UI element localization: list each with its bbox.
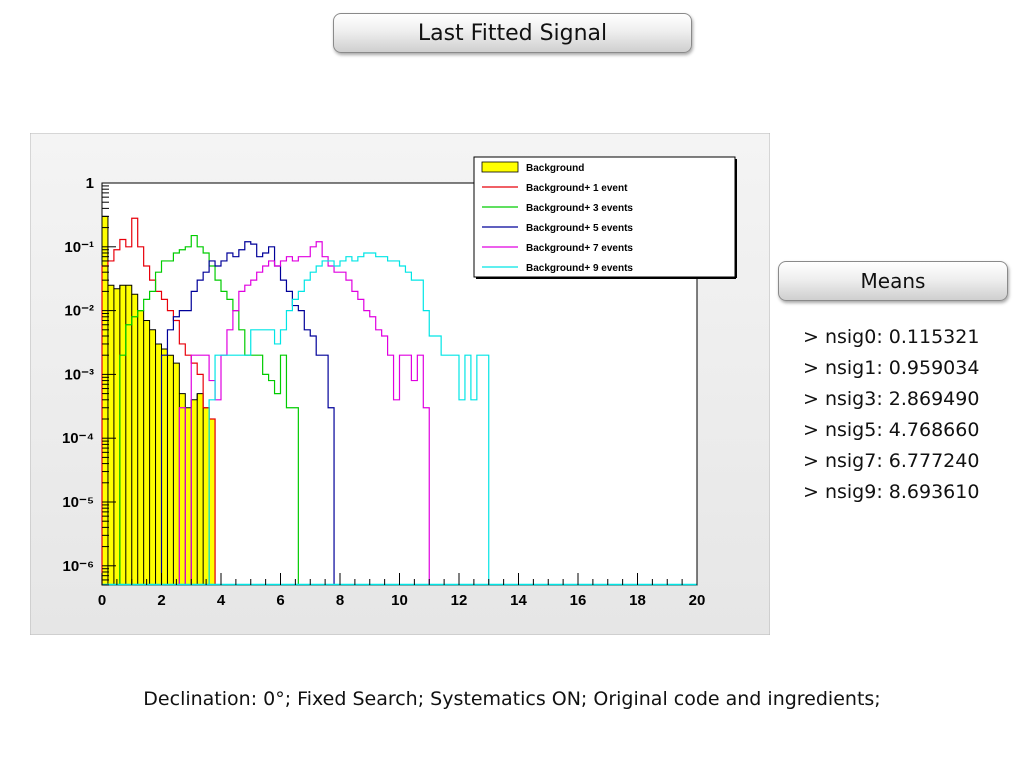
means-title: Means [778, 261, 1008, 301]
axes-group: 0 2 4 6 8 10 12 14 16 18 20 1 10⁻¹ 10⁻² 10⁻³ 10⁻⁴ 10⁻⁵ 10… [62, 175, 705, 609]
x-tick-label: 2 [157, 592, 165, 609]
y-tick-label: 10⁻⁶ [62, 558, 94, 575]
legend-label: Background+ 9 events [526, 263, 633, 274]
legend-label: Background+ 1 event [526, 183, 628, 194]
x-tick-label: 4 [217, 592, 226, 609]
bar-bin [161, 349, 168, 585]
mean-nsig5: > nsig5: 4.768660 [803, 419, 980, 441]
x-tick-label: 12 [451, 592, 468, 609]
bar-bin [167, 355, 174, 585]
y-tick-label: 1 [86, 175, 94, 192]
series-0 [101, 215, 216, 586]
x-tick-label: 6 [276, 592, 284, 609]
y-tick-label: 10⁻⁵ [62, 494, 94, 511]
y-tick-label: 10⁻³ [64, 366, 94, 383]
bar-bin [107, 285, 114, 585]
bar-bin [137, 310, 144, 585]
bar-bin [143, 320, 150, 585]
legend-label: Background+ 5 events [526, 223, 633, 234]
mean-nsig7: > nsig7: 6.777240 [803, 450, 980, 472]
y-tick-label: 10⁻⁴ [62, 430, 94, 447]
bar-bin [191, 399, 198, 585]
x-tick-label: 8 [336, 592, 344, 609]
x-tick-label: 20 [689, 592, 706, 609]
histogram-svg: 0 2 4 6 8 10 12 14 16 18 20 1 10⁻¹ 10⁻² 10⁻³ 10⁻⁴ 10⁻⁵ 10… [29, 132, 771, 636]
legend: Background Background+ 1 event Background+… [473, 156, 737, 279]
mean-nsig0: > nsig0: 0.115321 [803, 326, 980, 348]
legend-box [473, 156, 736, 278]
bar-bin [197, 393, 204, 585]
x-tick-label: 0 [98, 592, 106, 609]
series-3 [160, 241, 335, 585]
means-list: > nsig0: 0.115321 > nsig1: 0.959034 > ns… [803, 322, 1018, 508]
bar-bin [149, 329, 156, 585]
series-line [160, 241, 335, 585]
mean-nsig3: > nsig3: 2.869490 [803, 388, 980, 410]
series-2 [119, 234, 299, 585]
series-4 [178, 241, 430, 585]
mean-nsig1: > nsig1: 0.959034 [803, 357, 980, 379]
bar-bin [102, 216, 108, 586]
bar-bin [119, 285, 126, 585]
legend-label: Background+ 7 events [526, 243, 633, 254]
bar-bin [155, 343, 162, 585]
series-line [101, 217, 216, 585]
mean-nsig9: > nsig9: 8.693610 [803, 481, 980, 503]
legend-label: Background [526, 163, 584, 174]
bar-bin [173, 363, 180, 585]
series-line [178, 241, 430, 585]
series-5 [208, 252, 490, 585]
slide-title: Last Fitted Signal [333, 13, 692, 53]
legend-label: Background+ 3 events [526, 203, 633, 214]
series-line [119, 234, 299, 585]
x-tick-label: 10 [391, 592, 408, 609]
histogram-series-group [101, 215, 697, 586]
series-line [208, 252, 490, 585]
bar-bin [203, 407, 210, 585]
bar-bin [209, 418, 216, 585]
caption: Declination: 0°; Fixed Search; Systemati… [143, 688, 881, 710]
bar-bin [179, 393, 186, 585]
bar-bin [185, 407, 192, 585]
x-tick-label: 18 [629, 592, 646, 609]
histogram-plot: 0 2 4 6 8 10 12 14 16 18 20 1 10⁻¹ 10⁻² 10⁻³ 10⁻⁴ 10⁻⁵ 10… [29, 132, 771, 636]
bar-bin [131, 294, 138, 585]
x-tick-label: 14 [510, 592, 527, 609]
legend-swatch [481, 161, 519, 173]
y-tick-label: 10⁻² [64, 303, 94, 320]
bar-bin [113, 288, 120, 585]
series-1 [101, 217, 216, 585]
y-tick-label: 10⁻¹ [64, 239, 94, 256]
x-tick-label: 16 [570, 592, 587, 609]
bar-bin [125, 285, 132, 585]
